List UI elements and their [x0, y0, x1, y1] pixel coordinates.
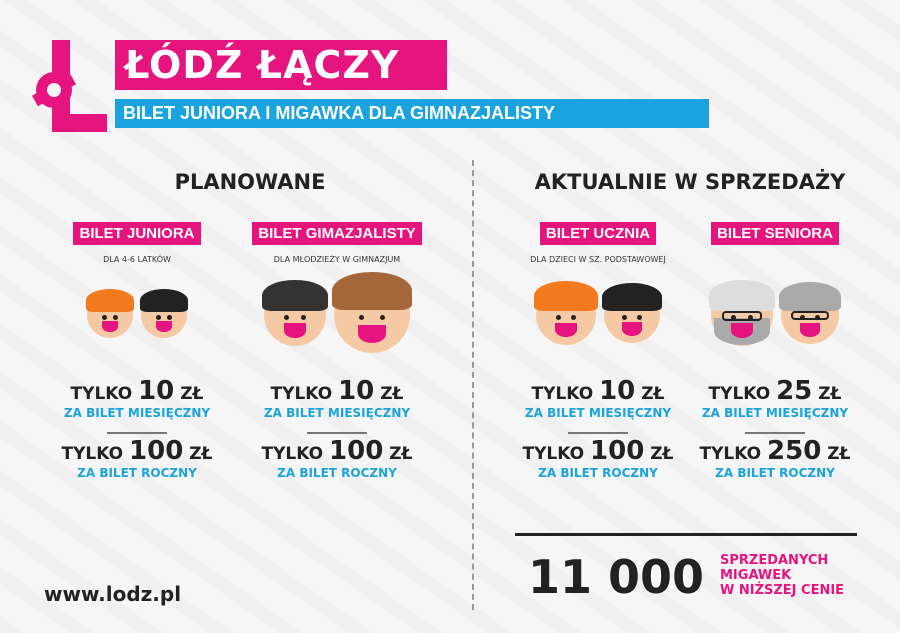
- price-prefix: TYLKO: [522, 444, 585, 464]
- price-value: 100: [129, 436, 184, 466]
- face-icon: [534, 280, 598, 345]
- face-icon: [602, 283, 662, 343]
- page-title: ŁÓDŹ ŁĄCZY: [115, 40, 447, 90]
- yearly-label: ZA BILET ROCZNY: [277, 466, 397, 480]
- yearly-price: TYLKO 100 ZŁ: [498, 436, 698, 466]
- ticket-description: DLA DZIECI W SZ. PODSTAWOWEJ: [530, 255, 666, 264]
- monthly-price: TYLKO 25 ZŁ: [675, 376, 875, 406]
- page-subtitle: BILET JUNIORA I MIGAWKA DLA GIMNAZJALIST…: [115, 99, 709, 128]
- price-value: 250: [767, 436, 822, 466]
- ticket-column: BILET SENIORA TYLKO 25 ZŁ ZA BILET MIESI…: [675, 222, 875, 480]
- price-currency: ZŁ: [641, 384, 665, 404]
- sold-label-line: W NIŻSZEJ CENIE: [720, 583, 845, 598]
- price-prefix: TYLKO: [531, 384, 594, 404]
- sold-label-line: MIGAWEK: [720, 568, 792, 583]
- price-value: 10: [138, 376, 175, 406]
- price-currency: ZŁ: [827, 444, 851, 464]
- face-icon: [779, 282, 841, 344]
- price-currency: ZŁ: [180, 384, 204, 404]
- separator: [107, 432, 167, 434]
- yearly-label: ZA BILET ROCZNY: [538, 466, 658, 480]
- price-currency: ZŁ: [389, 444, 413, 464]
- ticket-badge: BILET GIMAZJALISTY: [252, 222, 422, 245]
- ticket-description: DLA MŁODZIEŻY W GIMNAZJUM: [273, 255, 401, 264]
- monthly-price: TYLKO 10 ZŁ: [37, 376, 237, 406]
- monthly-price: TYLKO 10 ZŁ: [237, 376, 437, 406]
- monthly-label: ZA BILET MIESIĘCZNY: [524, 406, 672, 420]
- faces-illustration: [498, 267, 698, 362]
- yearly-price: TYLKO 250 ZŁ: [675, 436, 875, 466]
- sold-label-line: SPRZEDANYCH: [720, 553, 829, 568]
- price-value: 10: [599, 376, 636, 406]
- ticket-badge: BILET UCZNIA: [539, 222, 657, 245]
- lodz-logo-icon: [32, 40, 107, 132]
- faces-illustration: [675, 267, 875, 362]
- ticket-column: BILET GIMAZJALISTY DLA MŁODZIEŻY W GIMNA…: [237, 222, 437, 480]
- ticket-description: DLA 4-6 LATKÓW: [103, 255, 171, 264]
- separator: [307, 432, 367, 434]
- price-value: 100: [590, 436, 645, 466]
- yearly-label: ZA BILET ROCZNY: [77, 466, 197, 480]
- price-value: 100: [329, 436, 384, 466]
- price-value: 10: [338, 376, 375, 406]
- price-currency: ZŁ: [650, 444, 674, 464]
- sold-count: 11 000: [528, 550, 705, 604]
- section-current-heading: AKTUALNIE W SPRZEDAŻY: [534, 170, 846, 194]
- yearly-price: TYLKO 100 ZŁ: [37, 436, 237, 466]
- monthly-label: ZA BILET MIESIĘCZNY: [701, 406, 849, 420]
- separator: [745, 432, 805, 434]
- yearly-label: ZA BILET ROCZNY: [715, 466, 835, 480]
- faces-illustration: [37, 267, 237, 362]
- face-icon: [331, 271, 413, 353]
- monthly-price: TYLKO 10 ZŁ: [498, 376, 698, 406]
- face-icon: [85, 288, 135, 338]
- price-prefix: TYLKO: [270, 384, 333, 404]
- ticket-column: BILET UCZNIA DLA DZIECI W SZ. PODSTAWOWE…: [498, 222, 698, 480]
- ticket-badge: BILET SENIORA: [711, 222, 839, 245]
- price-currency: ZŁ: [189, 444, 213, 464]
- face-icon: [709, 279, 775, 346]
- monthly-label: ZA BILET MIESIĘCZNY: [63, 406, 211, 420]
- face-icon: [262, 279, 328, 346]
- ticket-column: BILET JUNIORA DLA 4-6 LATKÓW TYLKO 10 ZŁ…: [37, 222, 237, 480]
- price-prefix: TYLKO: [70, 384, 133, 404]
- website-link[interactable]: www.lodz.pl: [44, 582, 182, 606]
- monthly-label: ZA BILET MIESIĘCZNY: [263, 406, 411, 420]
- price-currency: ZŁ: [380, 384, 404, 404]
- section-planned-heading: PLANOWANE: [174, 170, 326, 194]
- price-value: 25: [776, 376, 813, 406]
- price-prefix: TYLKO: [61, 444, 124, 464]
- price-prefix: TYLKO: [261, 444, 324, 464]
- ticket-description: [675, 255, 875, 267]
- divider: [515, 533, 857, 536]
- price-currency: ZŁ: [818, 384, 842, 404]
- price-prefix: TYLKO: [699, 444, 762, 464]
- price-prefix: TYLKO: [708, 384, 771, 404]
- yearly-price: TYLKO 100 ZŁ: [237, 436, 437, 466]
- separator: [568, 432, 628, 434]
- divider: [472, 160, 474, 610]
- sold-label: SPRZEDANYCH MIGAWEK W NIŻSZEJ CENIE: [720, 553, 844, 598]
- ticket-badge: BILET JUNIORA: [73, 222, 201, 245]
- face-icon: [139, 288, 189, 338]
- faces-illustration: [237, 267, 437, 362]
